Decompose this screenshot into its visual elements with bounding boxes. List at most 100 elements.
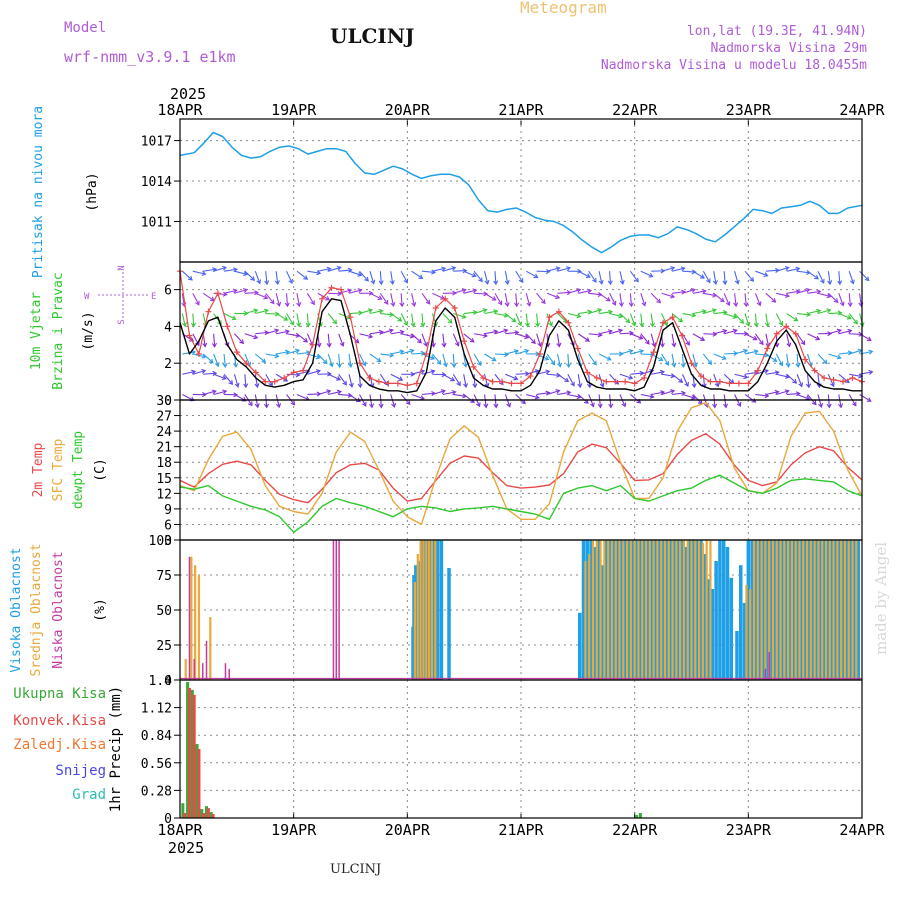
wind-arrow [796, 374, 803, 387]
wind-arrow [223, 313, 236, 320]
wind-gust-marker [735, 380, 742, 387]
wind-arrow-head [447, 318, 453, 324]
wind-arrow [296, 293, 300, 307]
wind-arrow [598, 353, 612, 361]
wind-arrow-head [618, 351, 624, 357]
temperature-line-3 [179, 474, 863, 533]
wind-arrow-head [284, 329, 290, 335]
wind-arrow [463, 270, 476, 277]
wind-arrow-head [182, 322, 188, 328]
wind-arrow [723, 271, 726, 285]
pressure-ylabel: Pritisak na nivou mora [31, 106, 46, 278]
wind-arrow-head [693, 362, 698, 368]
cloud-bar-high [803, 540, 807, 680]
wind-arrow-head [411, 302, 417, 308]
wind-arrow [515, 394, 526, 404]
wind-arrow [661, 353, 669, 366]
wind-arrow-head [545, 369, 551, 375]
wind-arrow [703, 333, 717, 335]
wind-arrow-head [792, 378, 798, 384]
wind-arrow-head [506, 402, 512, 408]
wind-arrow [338, 373, 347, 386]
wind-arrow [567, 312, 581, 318]
cloud-bar-mid [425, 540, 428, 680]
wind-arrow-head [733, 302, 739, 308]
wind-arrow [463, 333, 475, 343]
wind-arrow [525, 313, 529, 327]
wind-arrow-head [456, 381, 461, 387]
wind-arrow [755, 270, 768, 277]
wind-arrow [390, 394, 396, 408]
cloud-bar-high [608, 540, 612, 680]
temp-unit-label: (C) [93, 458, 108, 481]
wind-arrow [390, 293, 395, 307]
wind-arrow-head [545, 268, 551, 275]
wind-arrow [484, 310, 498, 315]
wind-arrow [432, 267, 446, 272]
wind-gust-marker [328, 284, 335, 291]
wind-arrow [671, 333, 675, 347]
cloud-bar-high [589, 540, 593, 680]
wind-arrow [672, 291, 686, 294]
wind-gust-marker [366, 374, 373, 381]
wind-arrow-head [763, 272, 769, 278]
wind-arrow [578, 310, 592, 315]
wind-arrow [400, 270, 408, 283]
wind-arrow [744, 333, 757, 340]
wind-arrow-head [618, 302, 624, 308]
wind-arrow-head [398, 376, 404, 381]
wind-arrow-head [325, 295, 331, 301]
wind-arrow-head [475, 402, 481, 408]
y-tick-label: 18 [156, 456, 172, 471]
wind-arrow [265, 394, 268, 408]
cloud-bar-high [668, 540, 673, 680]
wind-gust-marker [773, 330, 780, 337]
wind-arrow-head [269, 299, 275, 305]
wind-arrow-head [322, 359, 328, 365]
cloud-bar-mid [809, 540, 812, 680]
cloud-bar-high [600, 565, 605, 680]
wind-arrow [192, 270, 206, 275]
wind-arrow-head [274, 353, 280, 359]
wind-arrow [182, 370, 196, 375]
wind-arrow [504, 271, 509, 285]
wind-arrow-head [866, 397, 872, 402]
wind-arrow-head [339, 341, 345, 347]
cloud-bar-high [761, 540, 766, 680]
wind-arrow [776, 266, 789, 272]
wind-arrow [619, 332, 633, 335]
wind-arrow [452, 353, 455, 368]
wind-arrow-head [254, 403, 260, 409]
wind-arrow [578, 289, 592, 294]
wind-arrow [650, 313, 654, 327]
bottom-year-label: 2025 [168, 839, 204, 857]
wind-arrow-head [849, 279, 855, 285]
wind-gust-marker [423, 351, 430, 357]
app-title: Meteogram [520, 0, 607, 17]
pressure-line [179, 131, 863, 254]
cloud-bar-high [657, 540, 662, 680]
wind-arrow [474, 333, 488, 337]
precip-bar-convective [202, 813, 206, 818]
wind-arrow [442, 391, 456, 396]
wind-arrow [797, 312, 811, 316]
wind-arrow [181, 313, 186, 327]
wind-arrow [254, 374, 259, 388]
wind-arrow-head [390, 302, 396, 308]
wind-arrow [203, 390, 216, 396]
wind-arrow-head [504, 352, 509, 358]
wind-arrow-head [295, 372, 301, 378]
wind-arrow-head [188, 275, 193, 281]
wind-arrow-head [418, 274, 424, 279]
wind-arrow [453, 289, 466, 294]
wind-arrow-head [785, 362, 791, 368]
cloud-bar-high [725, 547, 730, 680]
cloud-bar-high [581, 540, 586, 680]
cloud-bar-mid [679, 540, 682, 680]
wind-arrow-head [472, 383, 478, 389]
wind-arrow [765, 391, 779, 396]
wind-gust-marker [603, 378, 610, 385]
wind-arrow [619, 271, 624, 284]
y-tick-label: 9 [164, 503, 172, 518]
cloud-bar-mid [209, 617, 212, 680]
